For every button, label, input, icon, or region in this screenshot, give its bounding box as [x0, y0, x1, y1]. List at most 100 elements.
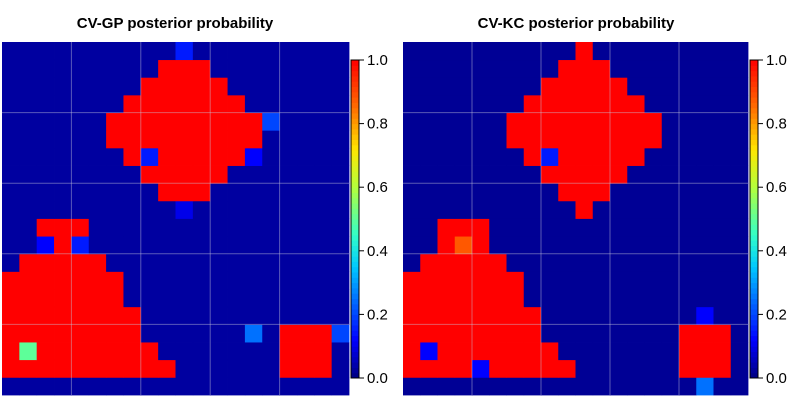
heatmap-cell: [71, 271, 90, 290]
heatmap-cell: [210, 324, 228, 343]
colorbar-segment: [351, 240, 359, 246]
heatmap-cell: [106, 289, 124, 308]
heatmap-cell: [541, 271, 559, 290]
heatmap-cell: [627, 289, 645, 308]
heatmap-cell: [403, 165, 421, 184]
heatmap-cell: [713, 77, 732, 96]
heatmap-cell: [627, 306, 645, 325]
heatmap-cell: [403, 183, 421, 202]
heatmap-cell: [88, 112, 107, 131]
heatmap-cell: [454, 147, 473, 166]
heatmap-cell: [679, 59, 697, 78]
colorbar-segment: [351, 176, 359, 183]
heatmap-cell: [472, 130, 490, 149]
heatmap-cell: [106, 306, 124, 325]
heatmap-cell: [420, 306, 438, 325]
heatmap-cell: [19, 342, 38, 361]
heatmap-cell: [262, 271, 280, 290]
heatmap-cell: [541, 130, 559, 149]
heatmap-cell: [679, 289, 697, 308]
heatmap-cell: [123, 306, 142, 325]
heatmap-cell: [541, 112, 559, 131]
heatmap-cell: [296, 342, 315, 361]
heatmap-cell: [140, 289, 159, 308]
heatmap-cell: [627, 183, 645, 202]
heatmap-cell: [54, 112, 72, 131]
colorbar-segment: [351, 293, 359, 299]
colorbar-segment: [750, 356, 758, 363]
heatmap-cell: [106, 77, 124, 96]
heatmap-cell: [140, 324, 159, 343]
heatmap-cell: [610, 306, 628, 325]
heatmap-cell: [244, 236, 263, 255]
heatmap-cell: [592, 324, 611, 343]
heatmap-cell: [227, 147, 246, 166]
heatmap-cell: [331, 59, 350, 78]
heatmap-cell: [541, 377, 559, 396]
heatmap-cell: [420, 218, 438, 237]
heatmap-cell: [541, 183, 559, 202]
heatmap-cell: [331, 324, 350, 343]
heatmap-cell: [106, 218, 124, 237]
heatmap-cell: [140, 200, 159, 219]
colorbar-segment: [351, 256, 359, 262]
heatmap-cell: [2, 147, 20, 166]
heatmap-panel-cv-gp: CV-GP posterior probability 0.0 0.2 0.4 0.6 0…: [2, 15, 388, 396]
heatmap-cell: [592, 147, 611, 166]
heatmap-cell: [472, 200, 490, 219]
colorbar-segment: [351, 351, 359, 358]
heatmap-cell: [54, 94, 72, 113]
heatmap-cell: [192, 77, 211, 96]
heatmap-cell: [592, 377, 611, 396]
colorbar-segment: [351, 335, 359, 342]
heatmap-cell: [192, 200, 211, 219]
heatmap-cell: [696, 289, 714, 308]
heatmap-cell: [437, 165, 456, 184]
heatmap-cell: [262, 324, 280, 343]
colorbar-tick-label: 0.6: [367, 179, 388, 196]
heatmap-cell: [19, 59, 38, 78]
heatmap-cell: [679, 200, 697, 219]
heatmap-cell: [730, 165, 749, 184]
heatmap-cell: [88, 342, 107, 361]
heatmap-cell: [19, 200, 38, 219]
heatmap-cell: [403, 236, 421, 255]
heatmap-cell: [210, 42, 228, 61]
heatmap-cell: [210, 130, 228, 149]
colorbar-segment: [750, 97, 758, 103]
heatmap-cell: [140, 112, 159, 131]
heatmap-cell: [36, 324, 55, 343]
heatmap-cell: [2, 289, 20, 308]
heatmap-cell: [523, 130, 542, 149]
heatmap-cell: [575, 183, 594, 202]
heatmap-cell: [437, 77, 456, 96]
heatmap-cell: [420, 377, 438, 396]
heatmap-cell: [420, 59, 438, 78]
heatmap-cell: [696, 271, 714, 290]
heatmap-cell: [454, 94, 473, 113]
colorbar-segment: [750, 340, 758, 347]
heatmap-cell: [331, 112, 350, 131]
heatmap-cell: [644, 324, 663, 343]
heatmap-cell: [175, 183, 194, 202]
heatmap-cell: [54, 59, 72, 78]
heatmap-cell: [123, 130, 142, 149]
heatmap-cell: [541, 324, 559, 343]
colorbar-segment: [750, 91, 758, 98]
heatmap-cell: [730, 271, 749, 290]
heatmap-cell: [244, 253, 263, 272]
heatmap-cell: [331, 342, 350, 361]
heatmap-cell: [192, 59, 211, 78]
heatmap-cell: [175, 324, 194, 343]
colorbar-segment: [750, 166, 758, 172]
heatmap-cell: [472, 253, 490, 272]
heatmap-cell: [489, 342, 507, 361]
heatmap-cell: [192, 130, 211, 149]
heatmap-cell: [730, 236, 749, 255]
heatmap-cell: [644, 94, 663, 113]
heatmap-cell: [296, 200, 315, 219]
heatmap-cell: [123, 253, 142, 272]
heatmap-cell: [558, 130, 576, 149]
heatmap-cell: [575, 306, 594, 325]
